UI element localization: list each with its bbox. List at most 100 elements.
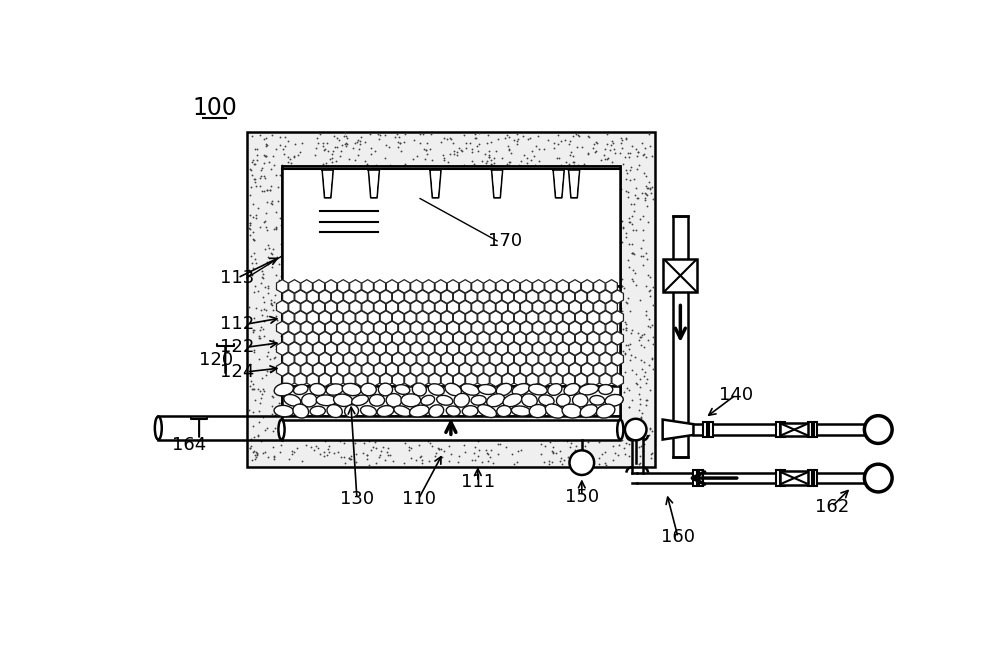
Point [515, 425, 531, 436]
Bar [282, 385, 620, 416]
Point [400, 288, 416, 299]
Point [418, 145, 434, 155]
Point [485, 418, 501, 429]
Point [320, 339, 336, 350]
Point [492, 191, 508, 202]
Point [460, 255, 476, 265]
Point [479, 202, 495, 213]
Point [358, 426, 374, 436]
Point [328, 248, 344, 259]
Point [597, 379, 613, 389]
Point [450, 244, 466, 254]
Point [581, 131, 597, 142]
Point [369, 351, 385, 362]
Point [300, 360, 316, 371]
Point [457, 267, 473, 277]
Point [599, 294, 615, 304]
Point [287, 292, 303, 303]
Point [563, 147, 579, 157]
Point [352, 435, 368, 446]
Point [614, 306, 630, 316]
Point [308, 165, 324, 176]
Point [486, 228, 502, 239]
Point [553, 389, 569, 400]
Point [438, 407, 454, 418]
Point [363, 445, 379, 455]
Point [549, 162, 565, 172]
Point [581, 280, 597, 291]
Point [644, 150, 660, 161]
Point [645, 300, 661, 310]
Point [419, 138, 435, 148]
Point [581, 200, 597, 211]
Point [645, 282, 661, 292]
Point [445, 137, 461, 148]
Point [467, 129, 483, 139]
Point [589, 205, 605, 215]
Point [335, 267, 351, 277]
Point [258, 304, 274, 315]
Point [536, 143, 552, 154]
Point [375, 442, 391, 453]
Point [506, 434, 522, 444]
Point [419, 353, 435, 364]
Point [367, 415, 383, 426]
Point [633, 243, 649, 253]
Point [456, 420, 472, 430]
Point [617, 366, 633, 377]
Point [563, 224, 579, 234]
Point [378, 263, 394, 274]
Point [561, 268, 577, 279]
Point [483, 415, 499, 426]
Point [407, 390, 423, 401]
Point [326, 232, 342, 242]
Point [360, 348, 376, 358]
Point [314, 286, 330, 297]
Point [395, 161, 411, 172]
Point [633, 412, 649, 422]
Point [630, 431, 646, 442]
Point [426, 327, 442, 338]
Point [498, 414, 514, 425]
Point [619, 168, 635, 179]
Point [242, 217, 258, 228]
Point [423, 352, 439, 362]
Point [349, 233, 365, 244]
Point [586, 209, 602, 220]
Point [291, 337, 307, 348]
Point [615, 346, 631, 356]
Point [407, 338, 423, 348]
Point [302, 352, 318, 363]
Point [503, 258, 519, 269]
Point [342, 252, 358, 263]
Point [399, 210, 415, 220]
Point [645, 364, 661, 374]
Point [603, 183, 619, 193]
Point [464, 156, 480, 166]
Point [566, 258, 582, 269]
Point [541, 379, 557, 390]
Point [334, 339, 350, 350]
Point [447, 356, 463, 366]
Point [595, 223, 611, 234]
Point [459, 220, 475, 230]
Point [446, 394, 462, 405]
Point [342, 269, 358, 280]
Point [430, 247, 446, 257]
Point [402, 328, 418, 339]
Point [336, 318, 352, 329]
Point [247, 144, 263, 154]
Point [334, 409, 350, 420]
Point [317, 295, 333, 306]
Point [476, 309, 492, 319]
Point [439, 273, 455, 283]
Point [568, 271, 584, 282]
Point [482, 452, 498, 463]
Point [635, 251, 651, 261]
Point [283, 224, 299, 235]
Point [356, 230, 372, 241]
Point [480, 448, 496, 459]
Point [359, 453, 375, 464]
Point [386, 197, 402, 208]
Point [479, 251, 495, 261]
